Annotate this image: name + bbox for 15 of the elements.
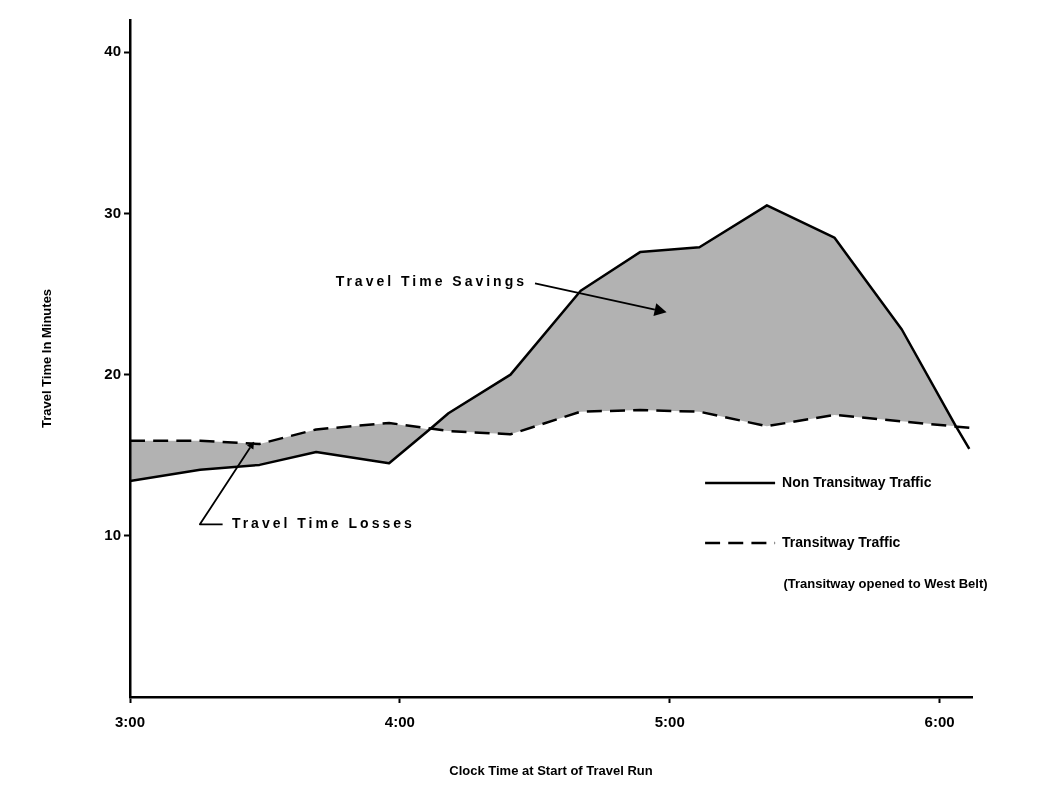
x-tick-label: 5:00 [654,713,685,731]
y-tick-label: 40 [104,42,121,60]
y-tick-label: 20 [104,364,121,382]
annotation: Travel Time Savings [335,272,527,289]
legend-label: Non Transitway Traffic [782,473,932,490]
x-tick-label: 4:00 [384,713,415,731]
x-axis-title: Clock Time at Start of Travel Run [449,762,653,778]
legend-label: Transitway Traffic [782,533,901,550]
x-tick-label: 3:00 [114,713,146,731]
annotation: (Transitway opened to West Belt) [783,576,988,592]
y-tick-label: 10 [104,525,121,543]
x-tick-label: 6:00 [924,713,955,731]
annotation: Travel Time Losses [231,515,415,532]
y-tick-label: 30 [104,203,121,221]
y-axis-title: Travel Time In Minutes [39,288,55,429]
